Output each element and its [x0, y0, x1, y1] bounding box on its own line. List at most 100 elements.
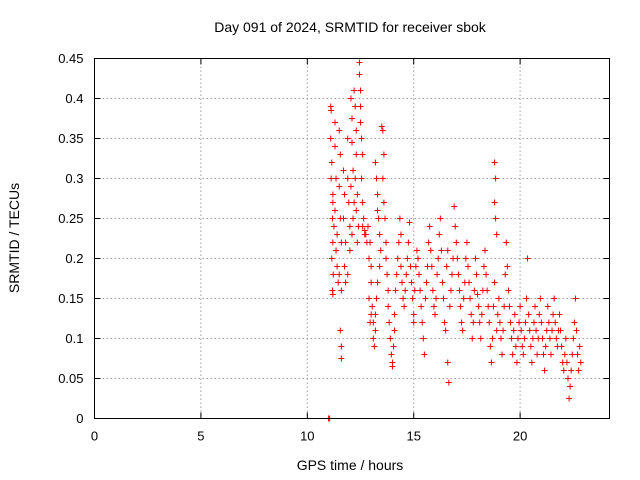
data-point — [534, 351, 541, 358]
data-point — [434, 271, 441, 278]
data-point — [530, 319, 537, 326]
data-point — [372, 327, 379, 334]
y-axis-label: SRMTID / TECUs — [6, 183, 22, 293]
data-point — [336, 127, 343, 134]
data-point — [344, 271, 351, 278]
data-point — [521, 335, 528, 342]
data-point — [375, 215, 382, 222]
data-point — [449, 271, 456, 278]
data-point — [489, 335, 496, 342]
data-point — [443, 263, 450, 270]
data-point — [507, 319, 514, 326]
x-axis-label: GPS time / hours — [297, 457, 404, 473]
data-point — [553, 335, 560, 342]
data-point — [454, 255, 461, 262]
data-point — [341, 191, 348, 198]
y-tick-label: 0.3 — [65, 171, 83, 186]
x-tick-label: 5 — [197, 429, 204, 444]
data-point — [551, 295, 558, 302]
data-point — [576, 343, 583, 350]
data-point — [406, 219, 413, 226]
data-point — [441, 319, 448, 326]
data-point — [338, 287, 345, 294]
data-point — [539, 335, 546, 342]
data-point — [411, 287, 418, 294]
data-point — [337, 327, 344, 334]
axis-ticks — [94, 58, 610, 419]
data-point — [390, 343, 397, 350]
y-tick-label: 0.05 — [58, 371, 83, 386]
data-point — [409, 295, 416, 302]
y-tick-label: 0.15 — [58, 291, 83, 306]
x-tick-label: 15 — [406, 429, 420, 444]
data-point — [502, 271, 509, 278]
data-point — [493, 231, 500, 238]
data-point — [428, 263, 435, 270]
data-point — [567, 383, 574, 390]
data-point — [540, 351, 547, 358]
data-point — [351, 87, 358, 94]
data-point — [350, 215, 357, 222]
data-point — [414, 255, 421, 262]
data-point — [342, 239, 349, 246]
data-point — [370, 319, 377, 326]
data-point — [419, 319, 426, 326]
data-point — [360, 215, 367, 222]
data-point — [499, 351, 506, 358]
data-point — [460, 295, 467, 302]
data-point — [516, 319, 523, 326]
data-point — [427, 247, 434, 254]
data-point — [336, 271, 343, 278]
data-point — [373, 295, 380, 302]
data-point — [439, 279, 446, 286]
data-point — [352, 103, 359, 110]
data-point — [357, 103, 364, 110]
y-tick-label: 0.1 — [65, 331, 83, 346]
data-point — [333, 175, 340, 182]
data-point — [374, 191, 381, 198]
data-point — [485, 303, 492, 310]
data-point — [421, 351, 428, 358]
data-point — [383, 239, 390, 246]
data-point — [484, 287, 491, 294]
data-point — [426, 223, 433, 230]
data-point — [329, 239, 336, 246]
data-point — [526, 327, 533, 334]
data-point — [408, 279, 415, 286]
data-point — [347, 183, 354, 190]
data-point — [491, 199, 498, 206]
data-point — [358, 175, 365, 182]
data-point — [542, 343, 549, 350]
data-point — [383, 255, 390, 262]
data-point — [506, 303, 513, 310]
data-point — [505, 287, 512, 294]
data-point — [547, 351, 554, 358]
data-point — [329, 199, 336, 206]
data-point — [444, 247, 451, 254]
data-point — [376, 263, 383, 270]
data-point — [538, 319, 545, 326]
data-point — [433, 295, 440, 302]
data-point — [511, 311, 518, 318]
data-point — [353, 151, 360, 158]
data-point — [487, 343, 494, 350]
data-point — [338, 343, 345, 350]
data-point — [340, 215, 347, 222]
data-point — [328, 159, 335, 166]
data-point — [391, 311, 398, 318]
data-point — [437, 215, 444, 222]
data-point — [490, 303, 497, 310]
data-point — [474, 291, 481, 298]
data-point — [509, 351, 516, 358]
x-tick-label: 20 — [513, 429, 527, 444]
data-point — [533, 327, 540, 334]
y-tick-label: 0.35 — [58, 131, 83, 146]
data-point — [361, 227, 368, 234]
data-point — [503, 239, 510, 246]
data-point — [380, 151, 387, 158]
data-point — [399, 279, 406, 286]
data-point — [493, 327, 500, 334]
data-point — [357, 87, 364, 94]
data-point — [444, 359, 451, 366]
